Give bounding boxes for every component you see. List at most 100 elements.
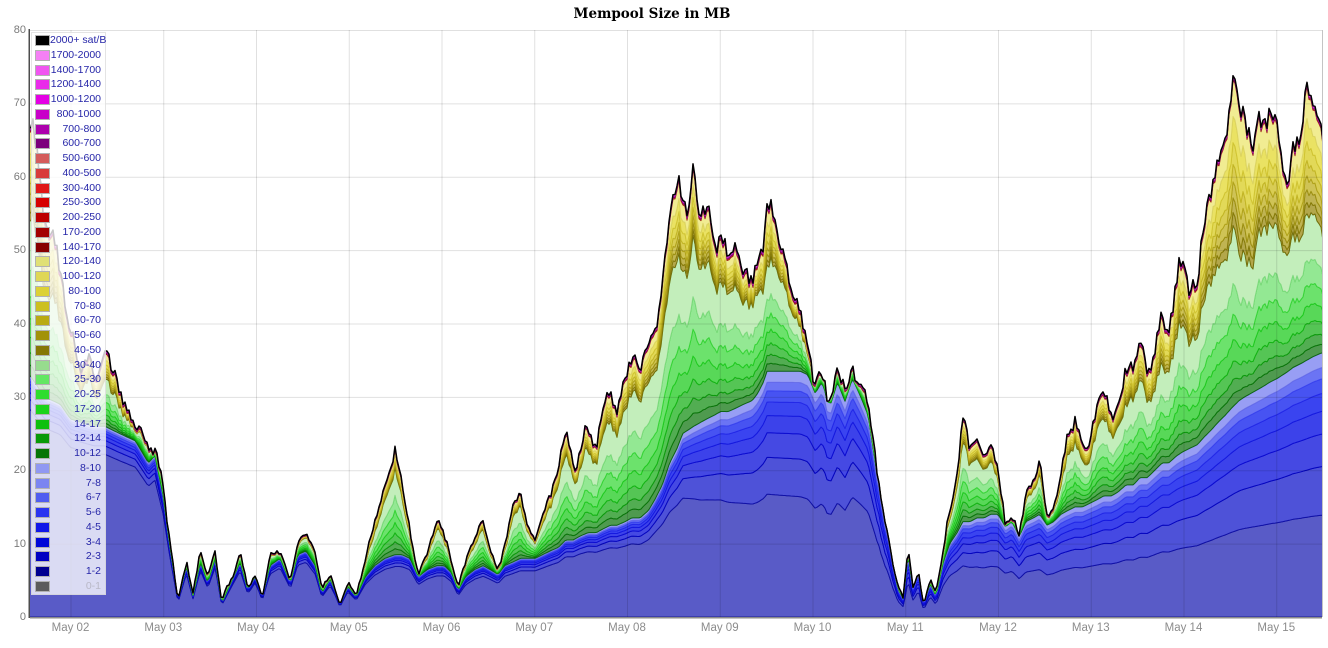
legend-swatch (35, 418, 50, 430)
legend-label: 50-60 (74, 329, 101, 341)
legend-label: 4-5 (85, 520, 101, 533)
legend-item-1-2: 1-2 (32, 565, 105, 578)
legend-swatch (35, 35, 50, 46)
legend-item-300-400: 300-400 (32, 182, 105, 195)
y-tick-label: 70 (13, 97, 26, 110)
y-tick-label: 30 (13, 390, 26, 403)
legend-swatch (35, 389, 50, 400)
legend-label: 7-8 (85, 476, 101, 489)
legend-swatch (35, 536, 50, 548)
legend-item-10-12: 10-12 (32, 447, 105, 460)
legend-swatch (35, 403, 50, 415)
legend-swatch (35, 108, 50, 120)
legend-label: 1400-1700 (50, 63, 101, 76)
legend-label: 30-40 (74, 358, 101, 371)
legend-label: 600-700 (62, 137, 101, 150)
legend-label: 17-20 (74, 402, 101, 415)
legend-swatch (35, 359, 50, 371)
legend-swatch (35, 94, 50, 105)
legend-label: 3-4 (85, 535, 101, 548)
legend-item-7-8: 7-8 (32, 477, 105, 490)
y-tick-label: 80 (13, 24, 26, 36)
legend-item-2000+-sat-b: 2000+ sat/B (32, 34, 106, 47)
legend-item-1700-2000: 1700-2000 (32, 49, 105, 62)
legend-swatch (35, 300, 50, 312)
legend-label: 70-80 (74, 299, 101, 312)
legend-swatch (35, 433, 50, 445)
legend-item-0-1: 0-1 (32, 580, 105, 593)
x-tick-label: May 13 (1071, 622, 1110, 634)
y-tick-label: 20 (13, 464, 26, 477)
chart-legend: 2000+ sat/B 1700-2000 1400-1700 1200-1400 10… (31, 32, 106, 595)
total-size-line (30, 74, 1322, 603)
legend-label: 1-2 (85, 565, 101, 577)
legend-swatch (35, 521, 50, 533)
legend-swatch (35, 138, 50, 150)
axes-spines (28, 29, 1323, 619)
legend-item-50-60: 50-60 (32, 329, 105, 342)
legend-label: 2-3 (85, 550, 101, 563)
x-tick-label: May 11 (886, 622, 924, 634)
legend-label: 500-600 (62, 152, 101, 164)
legend-item-200-250: 200-250 (32, 211, 105, 224)
legend-item-1200-1400: 1200-1400 (32, 78, 105, 91)
legend-item-500-600: 500-600 (32, 152, 105, 165)
gridlines (30, 30, 1322, 617)
x-tick-label: May 08 (608, 622, 646, 634)
legend-label: 800-1000 (56, 107, 101, 120)
legend-label: 1200-1400 (50, 78, 101, 91)
total-mempool-size-line (30, 74, 1322, 603)
x-tick-label: May 14 (1164, 622, 1203, 634)
x-tick-label: May 02 (51, 622, 90, 634)
x-tick-label: May 04 (237, 622, 275, 634)
legend-label: 250-300 (62, 196, 101, 209)
y-tick-label: 50 (13, 244, 26, 257)
legend-swatch (35, 49, 50, 61)
legend-label: 120-140 (62, 255, 101, 268)
x-tick-label: May 12 (979, 622, 1017, 634)
x-tick-label: May 05 (329, 622, 368, 634)
legend-item-12-14: 12-14 (32, 432, 105, 445)
legend-item-800-1000: 800-1000 (32, 108, 105, 121)
legend-swatch (35, 271, 50, 282)
legend-label: 60-70 (74, 314, 101, 327)
legend-swatch (35, 167, 50, 179)
legend-swatch (35, 153, 50, 164)
legend-label: 40-50 (74, 343, 101, 356)
legend-label: 6-7 (85, 491, 101, 504)
y-tick-label: 40 (13, 317, 26, 330)
legend-item-2-3: 2-3 (32, 550, 105, 563)
legend-swatch (35, 256, 50, 268)
legend-item-1000-1200: 1000-1200 (32, 93, 105, 106)
legend-item-600-700: 600-700 (32, 137, 105, 150)
legend-item-20-25: 20-25 (32, 388, 105, 401)
legend-label: 2000+ sat/B (50, 34, 107, 46)
legend-item-1400-1700: 1400-1700 (32, 64, 105, 77)
legend-item-40-50: 40-50 (32, 344, 105, 357)
legend-item-250-300: 250-300 (32, 196, 105, 209)
legend-swatch (35, 330, 50, 341)
legend-swatch (35, 315, 50, 327)
legend-swatch (35, 79, 50, 91)
legend-label: 170-200 (62, 225, 101, 238)
legend-item-700-800: 700-800 (32, 123, 105, 136)
legend-label: 0-1 (85, 579, 101, 592)
legend-swatch (35, 580, 50, 592)
legend-label: 300-400 (62, 181, 101, 194)
y-tick-label: 10 (13, 537, 26, 550)
legend-item-8-10: 8-10 (32, 462, 105, 475)
legend-item-14-17: 14-17 (32, 418, 105, 431)
legend-label: 80-100 (68, 284, 101, 297)
legend-swatch (35, 123, 50, 135)
legend-swatch (35, 182, 50, 194)
x-tick-label: May 03 (144, 622, 183, 634)
legend-swatch (35, 507, 50, 518)
legend-item-170-200: 170-200 (32, 226, 105, 239)
y-tick-label: 0 (19, 611, 26, 623)
x-tick-label: May 09 (700, 622, 739, 634)
legend-item-6-7: 6-7 (32, 491, 105, 504)
legend-swatch (35, 241, 50, 253)
legend-swatch (35, 477, 50, 489)
